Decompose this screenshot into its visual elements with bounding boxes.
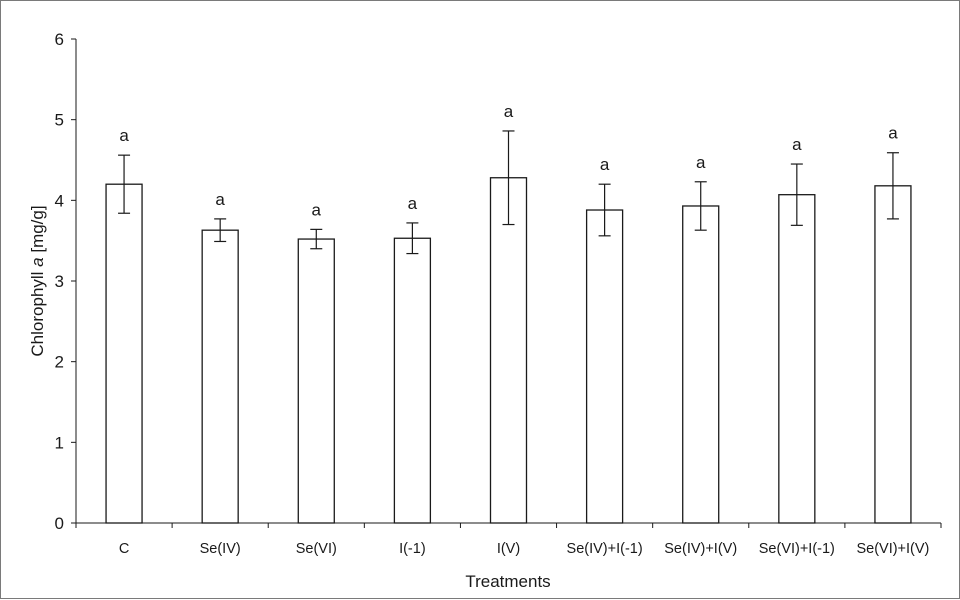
y-tick-label: 4 bbox=[55, 191, 64, 210]
bar bbox=[585, 209, 624, 524]
y-axis: 0 1 2 3 4 5 6 bbox=[55, 30, 77, 533]
bar bbox=[105, 183, 143, 524]
bar bbox=[489, 177, 528, 524]
x-tick-label: I(V) bbox=[497, 541, 520, 557]
significance-labels: a a a a a a a a a bbox=[119, 102, 898, 219]
x-axis-title: Treatments bbox=[465, 572, 550, 591]
x-tick-label: Se(IV)+I(-1) bbox=[567, 541, 643, 557]
significance-label: a bbox=[312, 200, 322, 219]
error-bars bbox=[118, 130, 899, 255]
x-tick-label: Se(VI) bbox=[296, 541, 337, 557]
y-axis-title-prefix: Chlorophyll bbox=[28, 267, 47, 357]
x-tick-label: Se(VI)+I(V) bbox=[856, 541, 929, 557]
significance-label: a bbox=[215, 190, 225, 209]
significance-label: a bbox=[696, 153, 706, 172]
significance-label: a bbox=[888, 124, 898, 143]
bars bbox=[105, 177, 912, 524]
y-axis-title-suffix: [mg/g] bbox=[28, 205, 47, 257]
x-tick-label: Se(IV) bbox=[200, 541, 241, 557]
y-axis-title: Chlorophyll a [mg/g] bbox=[28, 205, 47, 356]
x-tick-label: I(-1) bbox=[399, 541, 426, 557]
y-tick-label: 0 bbox=[55, 514, 64, 533]
bar bbox=[874, 185, 912, 524]
bar bbox=[297, 238, 335, 524]
y-tick-label: 5 bbox=[55, 111, 64, 130]
significance-label: a bbox=[119, 126, 129, 145]
x-tick-label: C bbox=[119, 541, 129, 557]
x-tick-label: Se(VI)+I(-1) bbox=[759, 541, 835, 557]
significance-label: a bbox=[408, 194, 418, 213]
y-axis-title-italic: a bbox=[28, 257, 47, 266]
y-tick-label: 2 bbox=[55, 353, 64, 372]
y-tick-label: 1 bbox=[55, 433, 64, 452]
bar bbox=[778, 194, 816, 524]
y-tick-label: 3 bbox=[55, 272, 64, 291]
y-tick-label: 6 bbox=[55, 30, 64, 49]
bar bbox=[682, 205, 720, 524]
x-axis: C Se(IV) Se(VI) I(-1) I(V) Se(IV)+I(-1) Se(IV)… bbox=[75, 522, 942, 557]
x-tick-label: Se(IV)+I(V) bbox=[664, 541, 737, 557]
significance-label: a bbox=[504, 102, 514, 121]
bar bbox=[201, 229, 239, 524]
significance-label: a bbox=[792, 135, 802, 154]
bar bbox=[393, 237, 432, 524]
significance-label: a bbox=[600, 155, 610, 174]
